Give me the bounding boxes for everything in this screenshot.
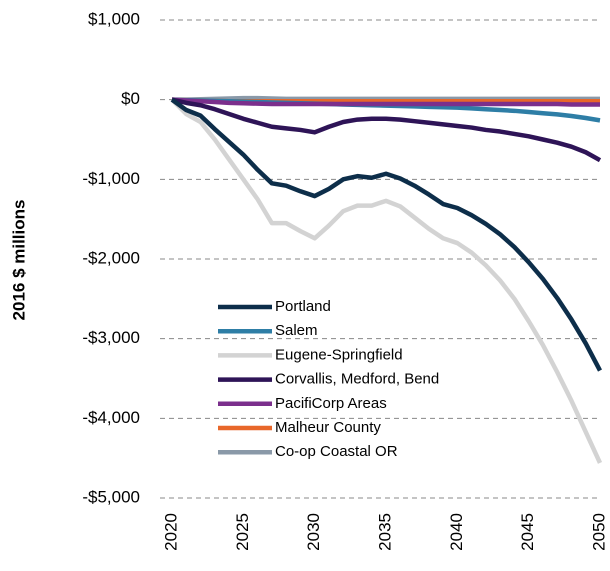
- line-series: [170, 97, 602, 372]
- legend-label: PacifiCorp Areas: [275, 395, 387, 412]
- line-series: [172, 95, 600, 102]
- y-tick-label: -$2,000: [82, 248, 140, 267]
- legend-label: Co-op Coastal OR: [275, 443, 398, 460]
- x-tick-label: 2020: [161, 513, 180, 551]
- x-tick-label: 2040: [447, 513, 466, 551]
- legend-label: Corvallis, Medford, Bend: [275, 371, 439, 388]
- x-tick-label: 2035: [375, 513, 394, 551]
- legend-label: Malheur County: [275, 419, 381, 436]
- y-tick-label: -$4,000: [82, 408, 140, 427]
- line-series: [171, 97, 602, 163]
- x-tick-label: 2045: [518, 513, 537, 551]
- y-tick-label: -$5,000: [82, 487, 140, 506]
- line-series: [171, 97, 600, 107]
- line-series: [170, 98, 603, 464]
- legend-label: Eugene-Springfield: [275, 346, 403, 363]
- y-tick-label: -$1,000: [82, 169, 140, 188]
- legend-label: Salem: [275, 322, 318, 339]
- x-tick-label: 2030: [304, 513, 323, 551]
- x-tick-label: 2050: [589, 513, 608, 551]
- y-tick-label: $1,000: [88, 9, 140, 28]
- legend-label: Portland: [275, 298, 331, 315]
- y-axis-title: 2016 $ millions: [9, 200, 28, 321]
- y-tick-label: -$3,000: [82, 328, 140, 347]
- x-tick-label: 2025: [233, 513, 252, 551]
- y-tick-label: $0: [121, 89, 140, 108]
